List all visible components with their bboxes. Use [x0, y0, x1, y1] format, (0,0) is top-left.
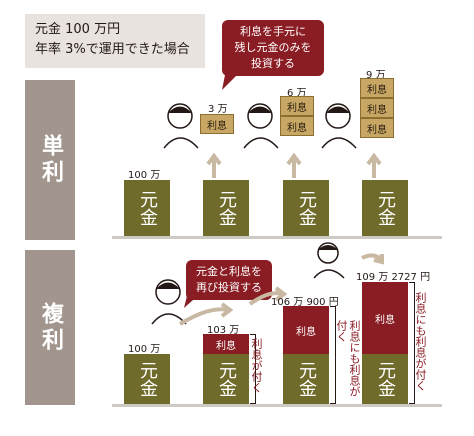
compound-bracket-3	[409, 282, 415, 404]
compound-side-note-2: 利息にも利息が付く	[335, 320, 361, 397]
simple-speech-bubble: 利息を手元に 残し元金のみを 投資する	[222, 20, 324, 76]
compound-principal-label: 100 万	[128, 344, 161, 355]
compound-bubble-line-1: 元金と利息を	[196, 265, 262, 278]
simple-interest-block: 利息	[360, 78, 394, 98]
compound-bubble-line-2: 再び投資する	[196, 281, 262, 294]
principal-block: 元金	[124, 354, 170, 404]
compound-baseline	[112, 404, 442, 407]
principal-block: 元金	[362, 354, 408, 404]
compound-bubble-tail	[184, 292, 202, 308]
simple-amount-2: 6 万	[287, 88, 307, 99]
simple-band: 単利	[25, 80, 75, 240]
person-icon	[321, 103, 357, 149]
person-icon	[313, 242, 345, 279]
compound-total-2: 106 万 900 円	[271, 297, 339, 308]
header-line-2: 年率 3%で運用できた場合	[35, 42, 190, 57]
simple-amount-1: 3 万	[208, 104, 228, 115]
compound-bracket-2	[330, 306, 336, 404]
principal-block: 元金	[124, 180, 170, 236]
compound-total-1: 103 万	[207, 325, 240, 336]
simple-bubble-tail	[222, 70, 242, 90]
header-box: 元金 100 万円 年率 3%で運用できた場合	[25, 14, 205, 68]
simple-interest-block: 利息	[360, 118, 394, 138]
simple-up-arrows	[206, 152, 382, 178]
simple-baseline	[112, 236, 442, 239]
header-line-1: 元金 100 万円	[35, 22, 121, 37]
principal-block: 元金	[283, 180, 329, 236]
compound-total-3: 109 万 2727 円	[356, 272, 431, 283]
compound-side-note-3: 利息にも利息が付く	[414, 292, 427, 391]
principal-block: 元金	[203, 180, 249, 236]
compound-interest-block: 利息	[283, 306, 329, 354]
compound-bracket-1	[250, 334, 256, 404]
simple-interest-block: 利息	[280, 96, 314, 116]
person-icon	[163, 103, 199, 149]
principal-block: 元金	[283, 354, 329, 404]
compound-section-label: 複利	[38, 301, 63, 354]
simple-section-label: 単利	[38, 134, 63, 186]
compound-band: 複利	[25, 250, 75, 405]
simple-amount-3: 9 万	[366, 70, 386, 81]
compound-side-note-1: 利息が付く	[250, 338, 263, 393]
compound-arrows	[178, 253, 384, 326]
simple-bubble-line-2: 残し元金のみを	[234, 41, 312, 54]
simple-interest-block: 利息	[200, 114, 234, 134]
simple-bubble-line-1: 利息を手元に	[240, 25, 306, 38]
compound-interest-block: 利息	[362, 282, 408, 354]
person-icon	[243, 103, 279, 149]
principal-block: 元金	[362, 180, 408, 236]
simple-interest-block: 利息	[280, 116, 314, 136]
simple-interest-block: 利息	[360, 98, 394, 118]
principal-block: 元金	[203, 354, 249, 404]
simple-principal-label: 100 万	[128, 170, 161, 181]
compound-interest-block: 利息	[203, 334, 249, 354]
simple-bubble-line-3: 投資する	[251, 57, 295, 70]
